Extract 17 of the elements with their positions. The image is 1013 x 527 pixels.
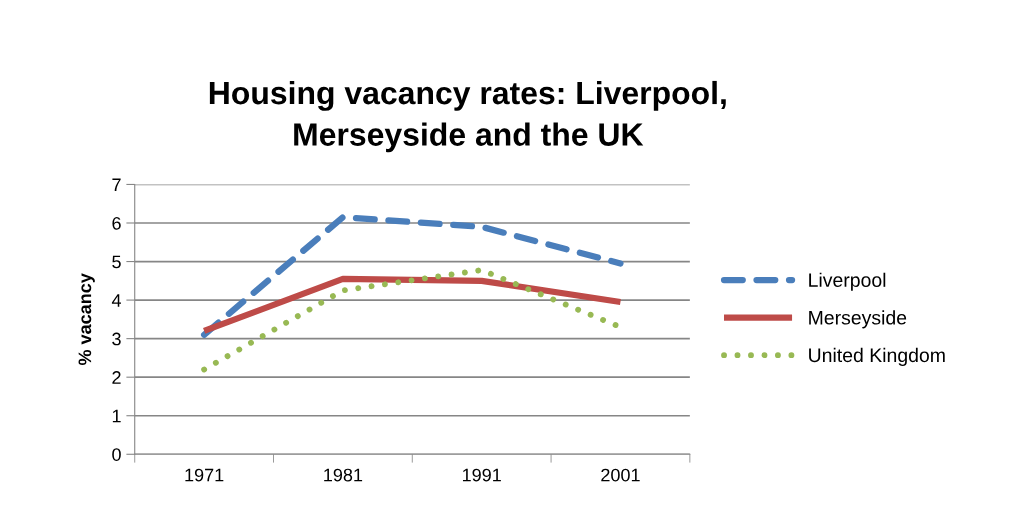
- y-tick-label: 7: [112, 178, 121, 191]
- x-tick-label: 1981: [324, 468, 363, 482]
- x-tick-label: 1971: [185, 468, 224, 482]
- x-tick-label: 2001: [601, 468, 640, 482]
- legend-label: Liverpool: [809, 272, 886, 291]
- y-tick-label: 3: [112, 332, 121, 346]
- x-tick-label: 1991: [462, 468, 501, 482]
- y-tick-label: 0: [112, 448, 121, 461]
- y-tick-label: 5: [112, 255, 121, 269]
- legend-label: United Kingdom: [809, 347, 945, 366]
- y-tick-label: 4: [111, 294, 122, 307]
- y-tick-label: 6: [112, 216, 121, 230]
- y-axis-title: % vacancy: [78, 273, 95, 366]
- chart-title: Housing vacancy rates: Liverpool, Merseyside and the UK: [209, 80, 726, 153]
- legend-label: Merseyside: [809, 310, 907, 329]
- y-tick-label: 2: [112, 371, 121, 384]
- y-tick-label: 1: [112, 409, 121, 423]
